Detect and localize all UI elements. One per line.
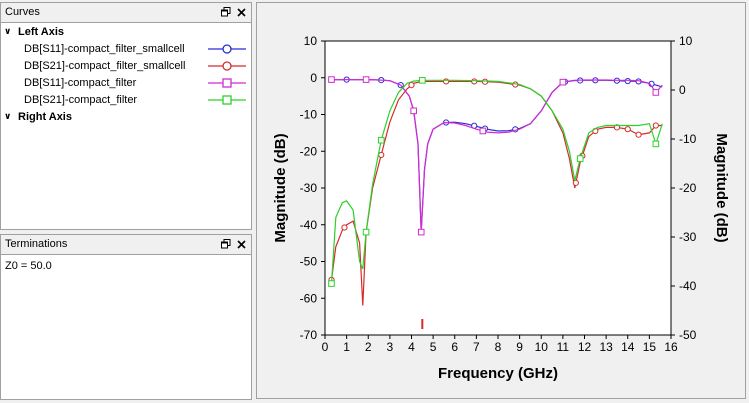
series-marker bbox=[576, 155, 584, 162]
curve-label: DB[S11]-compact_filter bbox=[24, 76, 137, 89]
series-marker bbox=[479, 127, 487, 135]
plot-frame: 0 1 2 3 4 5 6 7 8 9 10 11 12 13 14 15 16 10 0 -10 -20 -30 -40-… bbox=[256, 2, 746, 399]
series-marker bbox=[328, 280, 335, 287]
y-right-tick-label: -10 bbox=[679, 132, 697, 146]
x-tick-label: 10 bbox=[535, 340, 549, 354]
tree-group-label: Right Axis bbox=[18, 110, 72, 123]
series-marker bbox=[471, 78, 478, 85]
x-tick-label: 8 bbox=[495, 340, 502, 354]
series-marker bbox=[652, 140, 660, 148]
terminations-panel-titlebar[interactable]: Terminations bbox=[1, 235, 251, 253]
x-tick-label: 2 bbox=[365, 340, 372, 354]
legend-line-circle-icon bbox=[208, 43, 246, 54]
series-marker bbox=[443, 78, 450, 85]
termination-z0-text: Z0 = 50.0 bbox=[5, 260, 52, 272]
series-marker bbox=[635, 131, 642, 138]
series-marker bbox=[481, 78, 489, 85]
series-marker bbox=[419, 77, 426, 84]
series-line bbox=[330, 79, 663, 284]
series-marker bbox=[362, 76, 370, 83]
y-left-tick-label: -40 bbox=[300, 218, 318, 232]
y-left-tick-label: -60 bbox=[300, 291, 318, 305]
x-tick-label: 11 bbox=[557, 340, 570, 354]
x-tick-label: 6 bbox=[451, 340, 458, 354]
curve-label: DB[S21]-compact_filter bbox=[24, 93, 138, 106]
y-left-tick-label: 10 bbox=[304, 34, 318, 48]
terminations-panel: Terminations Z0 = 50.0 bbox=[0, 234, 252, 400]
legend-line-circle-icon bbox=[208, 60, 246, 71]
curves-panel-title: Curves bbox=[5, 6, 40, 18]
curve-label: DB[S11]-compact_filter_smallcell bbox=[24, 42, 185, 55]
plot-area bbox=[324, 40, 672, 336]
tree-item-curve[interactable]: DB[S11]-compact_filter_smallcell bbox=[1, 40, 251, 57]
tree-group-left-axis[interactable]: ∨ Left Axis bbox=[1, 23, 251, 40]
series-marker bbox=[377, 136, 385, 144]
x-tick-label: 12 bbox=[578, 340, 592, 354]
tree-group-right-axis[interactable]: ∨ Right Axis bbox=[1, 108, 251, 125]
chevron-down-icon[interactable]: ∨ bbox=[4, 26, 12, 36]
x-tick-label: 15 bbox=[643, 340, 657, 354]
x-tick-label: 14 bbox=[621, 340, 635, 354]
y-right-tick-label: -40 bbox=[679, 279, 697, 293]
y-right-tick-label: 0 bbox=[679, 83, 686, 97]
y-right-tick-label: 10 bbox=[679, 34, 693, 48]
y-left-tick-label: 0 bbox=[310, 71, 317, 85]
series-line bbox=[331, 78, 663, 233]
terminations-panel-title: Terminations bbox=[5, 238, 68, 250]
restore-icon[interactable] bbox=[219, 238, 232, 251]
tree-group-label: Left Axis bbox=[18, 25, 65, 38]
series-marker bbox=[417, 228, 425, 236]
x-tick-label: 16 bbox=[664, 340, 678, 354]
y-right-tick-label: -20 bbox=[679, 181, 697, 195]
series-marker bbox=[408, 82, 415, 89]
x-tick-label: 3 bbox=[387, 340, 394, 354]
close-icon[interactable] bbox=[235, 238, 248, 251]
series-marker bbox=[328, 76, 335, 83]
x-tick-label: 4 bbox=[408, 340, 415, 354]
y-right-tick-label: -50 bbox=[679, 328, 697, 342]
series-marker bbox=[572, 179, 579, 186]
restore-icon[interactable] bbox=[219, 6, 232, 19]
series-marker bbox=[410, 107, 417, 115]
y-right-tick-label: -30 bbox=[679, 230, 697, 244]
close-icon[interactable] bbox=[235, 6, 248, 19]
x-tick-label: 7 bbox=[473, 340, 480, 354]
y-left-tick-label: -30 bbox=[300, 181, 318, 195]
series-marker bbox=[378, 151, 385, 159]
series-marker bbox=[652, 89, 660, 96]
series-marker bbox=[559, 78, 567, 86]
x-tick-label: 13 bbox=[599, 340, 613, 354]
series-marker bbox=[652, 122, 659, 129]
curve-label: DB[S21]-compact_filter_smallcell bbox=[24, 59, 186, 72]
series-marker bbox=[362, 228, 370, 236]
curves-panel-titlebar[interactable]: Curves bbox=[1, 3, 251, 21]
y-right-axis-label: Magnitude (dB) bbox=[713, 133, 730, 242]
tree-item-curve[interactable]: DB[S21]-compact_filter bbox=[1, 91, 251, 108]
x-tick-label: 5 bbox=[430, 340, 437, 354]
x-tick-label: 1 bbox=[343, 340, 350, 354]
y-left-tick-label: -10 bbox=[300, 108, 318, 122]
tree-item-curve[interactable]: DB[S11]-compact_filter bbox=[1, 74, 251, 91]
y-left-tick-label: -20 bbox=[300, 144, 318, 158]
y-left-tick-label: -70 bbox=[300, 328, 318, 342]
s-parameter-chart[interactable]: 0 1 2 3 4 5 6 7 8 9 10 11 12 13 14 15 16100-10-20-30-40-… bbox=[257, 3, 745, 398]
series-marker bbox=[624, 126, 631, 133]
x-tick-label: 0 bbox=[322, 340, 329, 354]
y-left-axis-label: Magnitude (dB) bbox=[272, 133, 289, 242]
terminations-content: Z0 = 50.0 bbox=[1, 254, 251, 399]
series-marker bbox=[624, 77, 631, 85]
curves-tree: ∨ Left Axis DB[S11]-compact_filter_small… bbox=[1, 22, 251, 229]
x-axis-label: Frequency (GHz) bbox=[438, 365, 558, 382]
curves-panel: Curves ∨ Left Axis DB[S11]-compact_filte… bbox=[0, 2, 252, 230]
x-tick-label: 9 bbox=[516, 340, 523, 354]
legend-line-square-icon bbox=[208, 94, 246, 105]
chevron-down-icon[interactable]: ∨ bbox=[4, 111, 12, 121]
legend-line-square-icon bbox=[208, 77, 246, 88]
series-marker bbox=[341, 224, 348, 231]
y-left-tick-label: -50 bbox=[300, 255, 318, 269]
tree-item-curve[interactable]: DB[S21]-compact_filter_smallcell bbox=[1, 57, 251, 74]
